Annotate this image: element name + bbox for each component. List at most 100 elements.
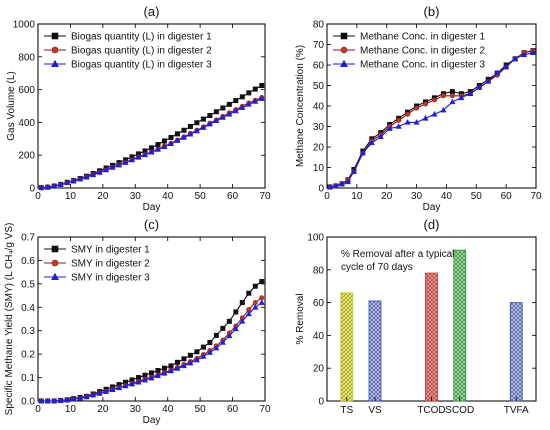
series-2 <box>38 295 265 404</box>
series-3 <box>326 49 537 190</box>
data-point <box>232 325 239 332</box>
data-point <box>414 105 420 111</box>
y-axis-label: Methane Concentration (%) <box>295 45 306 167</box>
data-point <box>180 362 187 369</box>
data-point <box>200 353 207 359</box>
data-point <box>38 397 45 404</box>
data-point <box>109 164 116 170</box>
y-axis-label: Specific Methane Yield (SMY) (L CH₄/g VS… <box>4 223 15 416</box>
data-point <box>148 374 155 381</box>
legend-entry: Biogas quantity (L) in digester 3 <box>71 60 212 71</box>
data-point <box>148 148 155 155</box>
data-point <box>252 283 258 289</box>
legend-marker <box>340 59 348 67</box>
data-point <box>200 124 207 130</box>
x-tick-label: VS <box>368 405 382 416</box>
data-point <box>200 344 206 350</box>
data-point <box>207 113 213 119</box>
data-point <box>220 325 226 331</box>
data-point <box>220 105 226 111</box>
plot-frame <box>37 23 266 189</box>
data-point <box>122 382 129 389</box>
data-point <box>449 98 456 105</box>
legend: SMY in digester 1 SMY in digester 2 SMY in… <box>44 245 150 284</box>
data-point <box>161 143 168 149</box>
data-point <box>239 94 245 100</box>
y-tick-label: 0.1 <box>21 373 35 384</box>
data-point <box>226 110 233 117</box>
data-point <box>174 365 181 371</box>
x-tick-label: 40 <box>162 404 174 415</box>
data-point <box>187 359 194 366</box>
x-tick-label: 20 <box>97 191 109 202</box>
x-tick-label: 0 <box>35 404 41 415</box>
x-tick-label: 30 <box>411 191 423 202</box>
y-tick-label: 0.6 <box>21 256 35 267</box>
y-tick-label: 400 <box>18 118 35 129</box>
y-tick-label: 20 <box>313 364 325 375</box>
y-tick-label: 0 <box>318 397 324 408</box>
data-point <box>77 175 84 182</box>
data-point <box>129 156 136 163</box>
x-axis-label: Day <box>423 202 441 213</box>
data-point <box>206 349 213 355</box>
y-tick-label: 200 <box>18 151 35 162</box>
y-tick-label: 0 <box>29 184 35 195</box>
data-point <box>90 391 97 398</box>
data-point <box>149 370 155 376</box>
data-point <box>485 78 492 84</box>
data-point <box>521 51 528 58</box>
data-point <box>51 397 58 404</box>
data-point <box>154 372 162 378</box>
data-point <box>168 134 174 140</box>
y-tick-label: 0 <box>318 184 324 195</box>
panel-title: (a) <box>144 4 160 19</box>
x-tick-label: 40 <box>441 191 453 202</box>
data-point <box>77 394 84 401</box>
data-point <box>246 290 252 296</box>
data-point <box>206 120 213 127</box>
data-point <box>350 168 357 174</box>
data-point <box>245 101 252 107</box>
y-tick-label: 0.4 <box>21 303 35 314</box>
y-tick-label: 60 <box>313 61 325 72</box>
data-point <box>174 131 180 137</box>
data-point <box>404 119 411 125</box>
data-point <box>57 397 64 403</box>
series-1 <box>38 279 265 404</box>
legend-marker <box>51 46 59 54</box>
data-point <box>90 171 97 178</box>
data-point <box>233 98 239 104</box>
bar-tvfa <box>509 302 523 402</box>
data-point <box>96 390 103 396</box>
bar-tcod <box>425 272 438 402</box>
data-point <box>96 169 103 175</box>
data-point <box>161 365 167 371</box>
bar-vs <box>368 300 382 402</box>
data-point <box>168 363 174 369</box>
series-line <box>41 297 263 402</box>
series-2 <box>38 94 265 191</box>
data-point <box>141 151 149 158</box>
y-tick-label: 50 <box>313 81 325 92</box>
data-point <box>386 125 393 131</box>
legend-marker <box>51 59 59 67</box>
panel-c-chart: (c) 0.0 0.1 0.2 0.3 0.4 0.5 0.6 0.7 Specific Meth… <box>4 217 271 426</box>
y-tick-label: 0.0 <box>21 397 35 408</box>
annotation-text: cycle of 70 days <box>341 262 413 273</box>
x-tick-label: SCOD <box>445 405 474 416</box>
legend-entry: SMY in digester 3 <box>71 273 150 284</box>
y-tick-label: 800 <box>18 52 35 63</box>
data-point <box>529 49 537 55</box>
data-point <box>226 101 232 107</box>
data-point <box>368 139 375 146</box>
y-tick-label: 600 <box>18 85 35 96</box>
series-line <box>41 281 263 402</box>
data-point <box>200 116 206 122</box>
data-point <box>258 95 265 101</box>
panel-a-chart: (a) 0 200 400 600 800 1000 Gas Volume (L) 0 10 20 3… <box>6 4 271 213</box>
data-point <box>239 300 245 306</box>
data-point <box>458 94 465 101</box>
